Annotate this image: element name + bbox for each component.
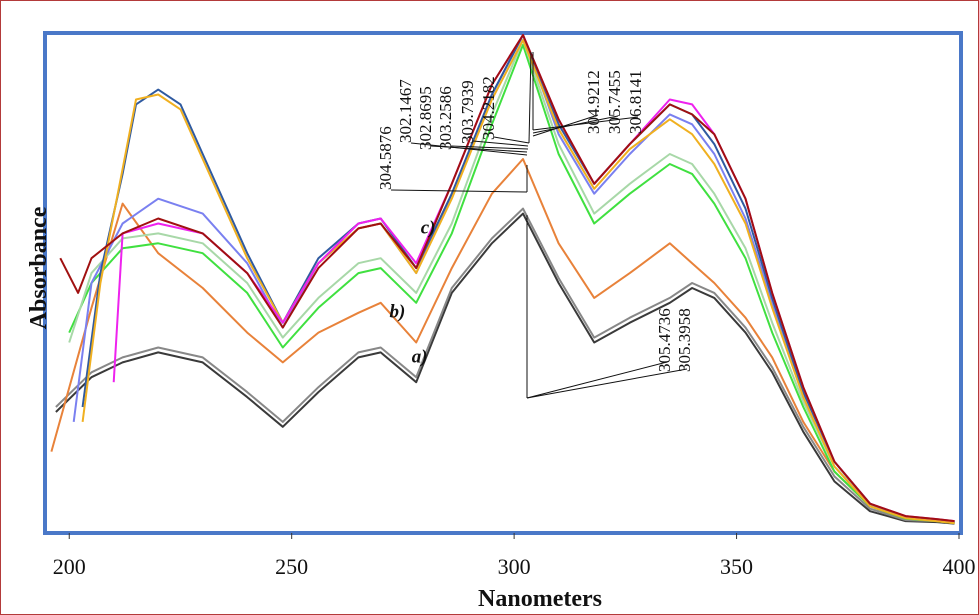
peak-label: 305.3958 — [675, 308, 694, 372]
x-tick-label: 300 — [498, 554, 531, 579]
peak-label: 304.5876 — [376, 126, 395, 190]
series-line-2 — [55, 207, 955, 525]
series-line-8 — [81, 39, 955, 525]
peak-leader-line — [472, 140, 529, 147]
series-line-3 — [50, 158, 955, 525]
peak-leader-line — [528, 51, 532, 144]
peak-label: 302.8695 — [416, 86, 435, 150]
peak-leader-line — [390, 189, 528, 193]
curve-label: b) — [390, 302, 406, 323]
peak-label: 305.7455 — [605, 70, 624, 134]
peak-label: 304.2182 — [479, 76, 498, 140]
peak-label: 306.8141 — [626, 70, 645, 134]
peak-leader-line — [410, 142, 528, 156]
curve-label: c) — [421, 217, 436, 238]
peak-label: 305.4736 — [655, 308, 674, 372]
x-tick-label: 350 — [720, 554, 753, 579]
series-line-4 — [68, 43, 955, 525]
peak-label: 303.2586 — [436, 86, 455, 150]
x-tick-layer: 200 250 300 350 400 — [53, 533, 976, 579]
series-line-10 — [59, 34, 955, 523]
y-axis-title: Absorbance — [26, 206, 52, 329]
series-line-1 — [55, 212, 955, 525]
x-tick-label: 250 — [275, 554, 308, 579]
peak-label: 304.9212 — [584, 70, 603, 134]
curve-label: a) — [412, 346, 428, 367]
peak-leader-line — [526, 368, 688, 399]
peak-leader-line — [450, 145, 529, 150]
x-tick-label: 200 — [53, 554, 86, 579]
x-axis-title: Nanometers — [478, 586, 602, 612]
peak-leader-line — [532, 116, 639, 131]
peak-label: 302.1467 — [396, 79, 415, 143]
series-layer — [50, 34, 955, 525]
x-tick-label: 400 — [943, 554, 976, 579]
peak-label: 303.7939 — [458, 80, 477, 144]
peak-leader-line — [430, 145, 528, 153]
series-line-5 — [68, 39, 955, 524]
peak-leader-line — [526, 361, 668, 399]
peak-leader-line — [493, 136, 530, 144]
series-line-7 — [81, 34, 955, 524]
